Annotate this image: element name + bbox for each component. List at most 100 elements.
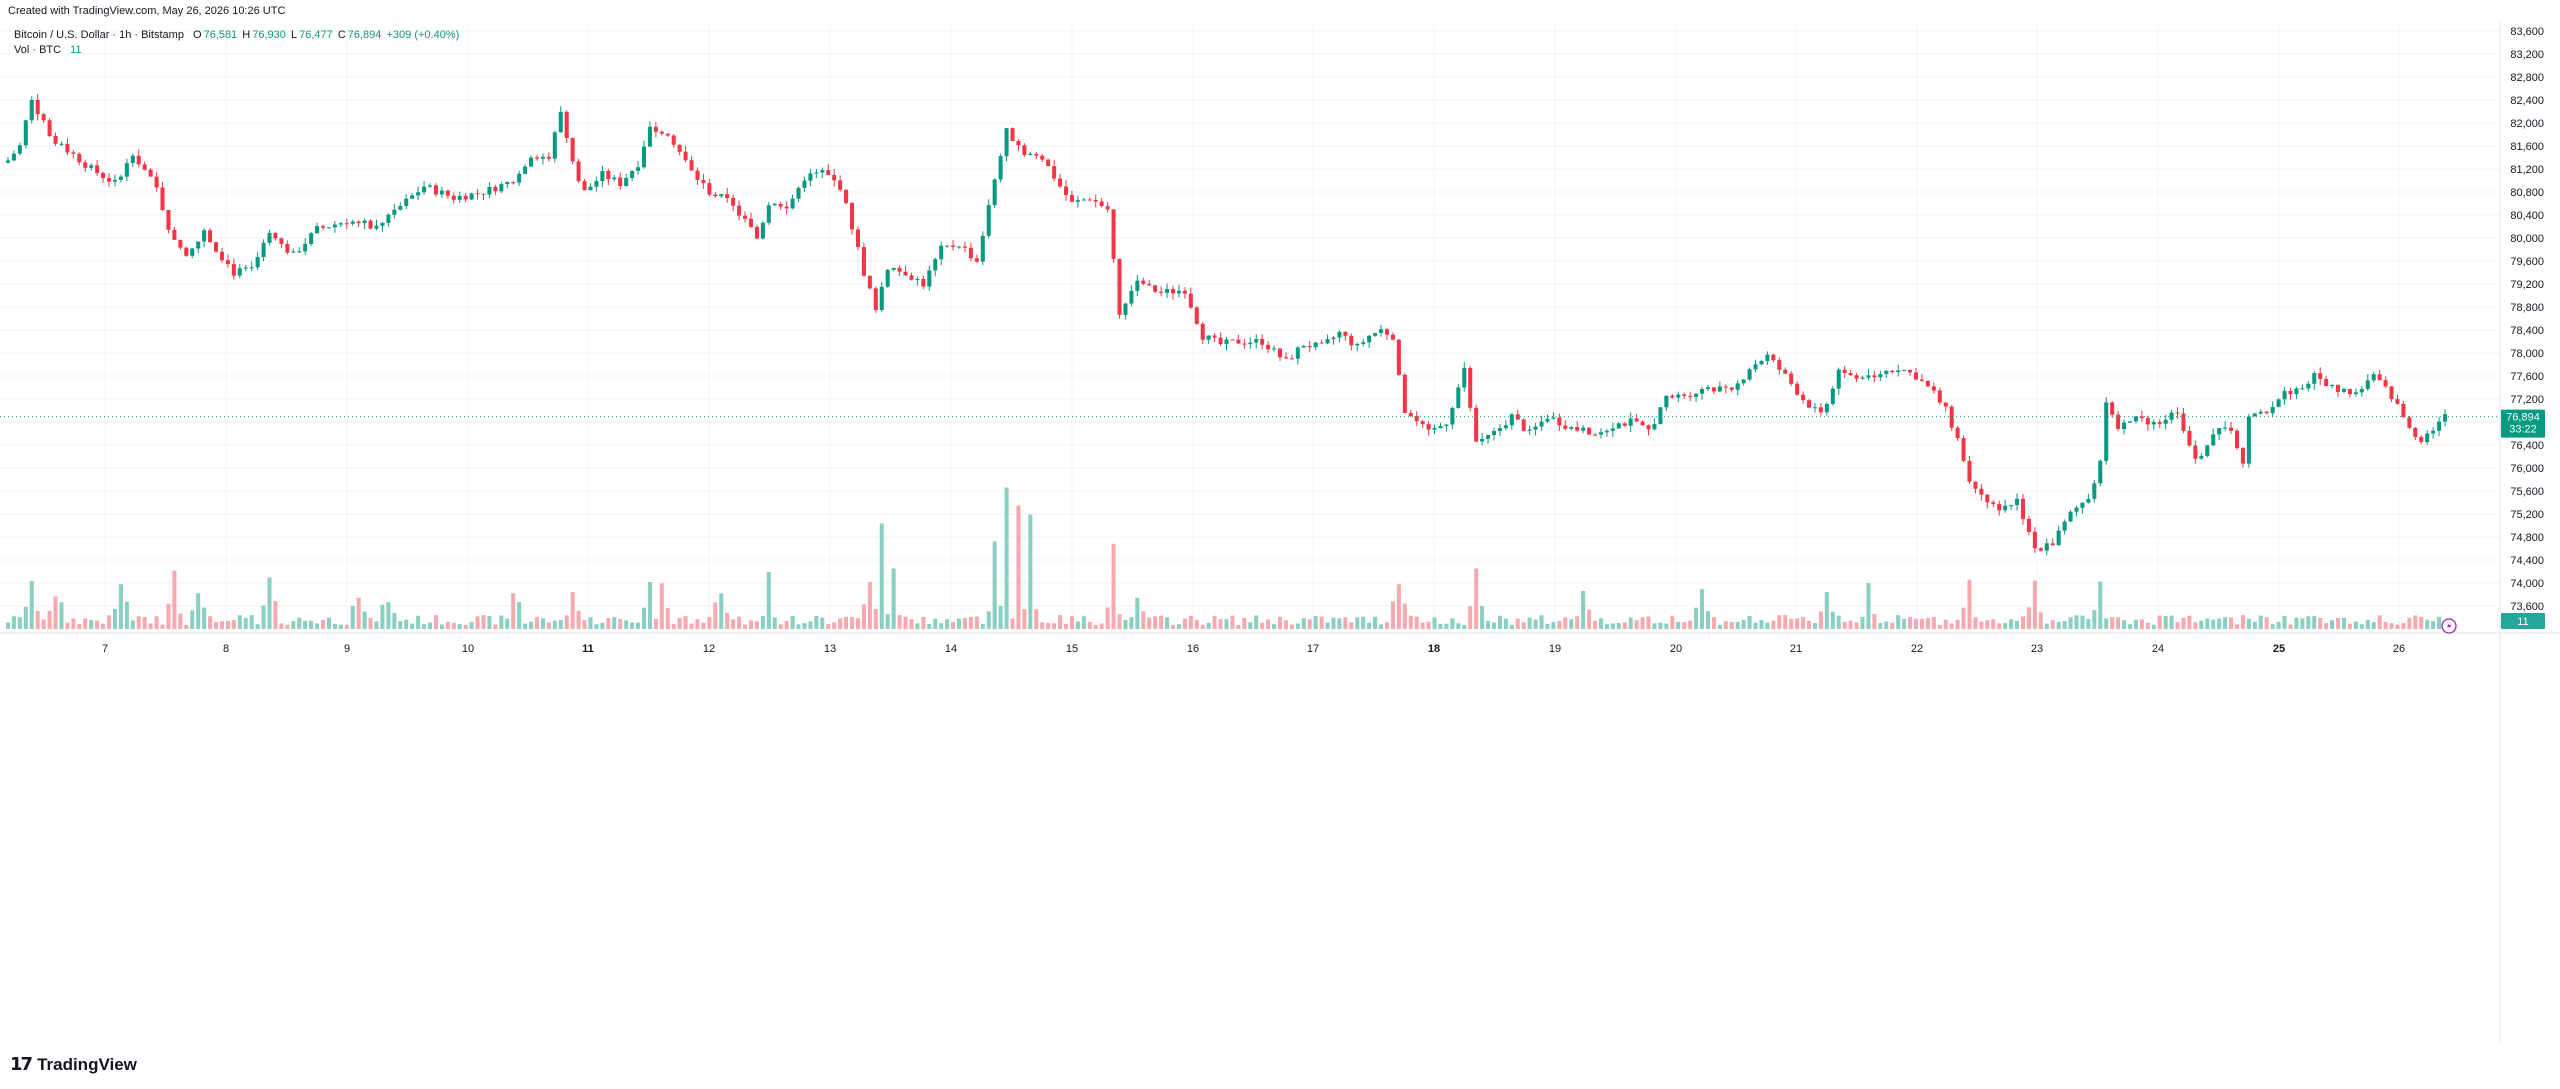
volume-bar bbox=[1985, 620, 1990, 629]
volume-bar bbox=[612, 617, 617, 629]
volume-bar bbox=[618, 619, 623, 629]
volume-bar bbox=[760, 615, 765, 629]
volume-bar bbox=[641, 607, 647, 629]
volume-bar bbox=[2205, 618, 2210, 629]
candle-body bbox=[136, 155, 141, 165]
volume-bar bbox=[784, 620, 789, 629]
price-chart[interactable]: 83,600 83,200 82,800 82,400 82,000 81,600 81,2… bbox=[0, 22, 2560, 1043]
y-tick-label: 75,600 bbox=[2510, 486, 2544, 498]
volume-bar bbox=[1961, 607, 1966, 629]
lightning-icon[interactable] bbox=[2441, 618, 2457, 634]
volume-bar bbox=[1176, 624, 1181, 629]
volume-bar bbox=[1141, 611, 1146, 629]
chart-area[interactable]: 83,600 83,200 82,800 82,400 82,000 81,600 81,2… bbox=[0, 22, 2560, 1043]
candle-body bbox=[1355, 343, 1360, 346]
candle-body bbox=[2276, 399, 2281, 407]
candle-body bbox=[1818, 407, 1823, 413]
candle-body bbox=[564, 111, 569, 139]
volume-bar bbox=[523, 623, 528, 629]
candle-body bbox=[160, 187, 165, 210]
x-tick-label: 25 bbox=[2273, 643, 2285, 655]
candle-body bbox=[83, 162, 88, 168]
volume-bar bbox=[731, 619, 736, 629]
candle-body bbox=[1283, 357, 1288, 359]
candle-body bbox=[1557, 417, 1562, 426]
y-tick-label: 81,200 bbox=[2510, 164, 2544, 176]
volume-bar bbox=[273, 601, 278, 629]
volume-bar bbox=[1866, 582, 1871, 629]
candle-body bbox=[1462, 367, 1467, 388]
candle-body bbox=[1408, 412, 1413, 417]
volume-bar bbox=[2371, 622, 2376, 629]
volume-bar bbox=[2032, 580, 2037, 629]
candle-body bbox=[2169, 412, 2174, 420]
volume-bar bbox=[1581, 591, 1586, 629]
price-axis[interactable]: 83,600 83,200 82,800 82,400 82,000 81,600 81,2… bbox=[2510, 26, 2544, 613]
candle-body bbox=[2431, 430, 2436, 434]
candle-body bbox=[1991, 502, 1996, 504]
volume-bar bbox=[1218, 619, 1223, 629]
volume-bar bbox=[380, 604, 385, 629]
volume-bar bbox=[338, 624, 343, 629]
candle-body bbox=[130, 155, 135, 164]
candle-body bbox=[1206, 335, 1211, 340]
candle-body bbox=[1242, 343, 1247, 345]
volume-bar bbox=[683, 616, 688, 629]
volume-bar bbox=[2127, 624, 2133, 629]
candle-body bbox=[1188, 293, 1193, 308]
time-axis[interactable]: 7 8 9 10 11 12 13 14 15 16 17 18 19 20 21 22 23 24 25 26 bbox=[102, 643, 2405, 655]
volume-bar bbox=[1967, 579, 1972, 629]
volume-bar bbox=[1539, 615, 1544, 629]
candle-body bbox=[1509, 414, 1514, 426]
candle-body bbox=[1426, 423, 1431, 430]
volume-bar bbox=[1272, 624, 1277, 629]
candle-body bbox=[374, 225, 379, 229]
volume-bar bbox=[1474, 568, 1479, 629]
volume-bar bbox=[2110, 617, 2115, 629]
volume-bar bbox=[2169, 615, 2174, 629]
candle-body bbox=[2318, 373, 2323, 379]
volume-bar bbox=[1355, 617, 1360, 629]
candle-body bbox=[1581, 427, 1586, 431]
volume-bar bbox=[356, 597, 361, 629]
symbol-title[interactable]: Bitcoin / U.S. Dollar · 1h · Bitstamp bbox=[14, 29, 184, 41]
volume-bar bbox=[77, 624, 82, 629]
volume-bar bbox=[529, 621, 534, 629]
volume-bar bbox=[671, 624, 676, 629]
candle-body bbox=[1468, 367, 1473, 408]
volume-bar bbox=[1943, 619, 1948, 629]
volume-bar bbox=[1480, 606, 1485, 629]
candle-body bbox=[534, 157, 540, 159]
volume-bar bbox=[1872, 614, 1877, 629]
candle-body bbox=[2003, 505, 2008, 511]
candle-body bbox=[707, 183, 712, 195]
candle-body bbox=[422, 186, 427, 193]
candle-body bbox=[309, 233, 314, 244]
candle-body bbox=[1349, 335, 1354, 346]
candle-body bbox=[760, 222, 765, 239]
x-tick-label: 17 bbox=[1307, 643, 1319, 655]
candle-body bbox=[2026, 518, 2031, 532]
volume-bar bbox=[511, 593, 516, 629]
candle-body bbox=[427, 185, 433, 187]
volume-bar bbox=[1587, 609, 1592, 629]
volume-bar bbox=[945, 619, 950, 629]
volume-bar bbox=[2133, 619, 2138, 629]
candle-body bbox=[1604, 430, 1609, 433]
candle-body bbox=[1753, 364, 1758, 370]
volume-bar bbox=[1937, 624, 1942, 629]
candle-body bbox=[196, 241, 201, 249]
candle-body bbox=[1795, 383, 1800, 395]
candle-body bbox=[1676, 394, 1681, 398]
tradingview-logo[interactable]: 𝟭𝟳 TradingView bbox=[10, 1054, 137, 1075]
volume-bar bbox=[231, 620, 236, 629]
volume-bar bbox=[2056, 621, 2061, 629]
candle-body bbox=[106, 178, 112, 182]
volume-bar bbox=[1361, 616, 1366, 629]
volume-label[interactable]: Vol · BTC bbox=[14, 44, 62, 56]
volume-bar bbox=[517, 602, 522, 629]
candle-body bbox=[1480, 438, 1485, 442]
candle-body bbox=[1955, 427, 1960, 439]
close-value: 76,894 bbox=[347, 29, 382, 41]
candle-body bbox=[974, 258, 979, 262]
